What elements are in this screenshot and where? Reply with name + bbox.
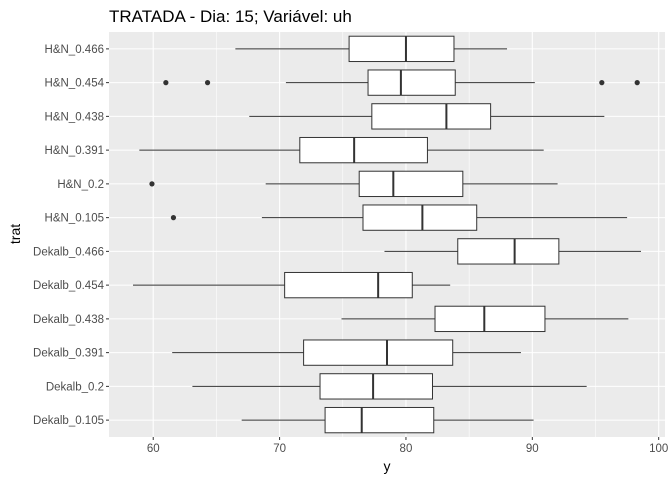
box-H&N_0.391 (139, 136, 544, 164)
box-Dekalb_0.391 (172, 339, 521, 366)
box-iqr (434, 305, 546, 333)
outlier-point (204, 80, 211, 86)
plot-panel (109, 32, 665, 437)
outlier-point (149, 181, 155, 187)
box-Dekalb_0.105 (241, 406, 534, 434)
x-tick-label: 60 (147, 443, 160, 455)
chart-title: TRATADA - Dia: 15; Variável: uh (109, 7, 352, 26)
box-iqr (362, 204, 478, 231)
box-iqr (358, 170, 464, 198)
box-iqr (319, 373, 433, 400)
boxes (133, 35, 641, 434)
box-Dekalb_0.454 (133, 271, 451, 299)
y-tick-label: Dekalb_0.454 (33, 280, 105, 292)
y-tick-label: H&N_0.466 (45, 44, 104, 56)
y-tick-label: Dekalb_0.438 (33, 314, 104, 326)
y-tick-label: H&N_0.2 (57, 179, 104, 191)
y-tick-label: Dekalb_0.466 (33, 246, 104, 258)
y-tick-label: Dekalb_0.105 (33, 415, 104, 427)
x-axis-ticks: 60 70 80 90 100 (147, 437, 668, 455)
x-tick-label: 100 (649, 443, 668, 455)
y-tick-label: H&N_0.454 (45, 78, 105, 90)
y-tick-label: Dekalb_0.391 (33, 348, 104, 360)
minor-grid (216, 32, 596, 437)
box-iqr (371, 103, 492, 130)
box-iqr (348, 35, 455, 63)
y-axis-title: trat (7, 224, 23, 244)
x-tick-label: 70 (273, 443, 286, 455)
box-H&N_0.2 (149, 170, 558, 198)
outlier-point (599, 80, 605, 86)
y-tick-label: H&N_0.438 (45, 111, 104, 123)
box-iqr (299, 136, 428, 164)
y-axis-ticks: H&N_0.466 H&N_0.454 H&N_0.438 H&N_0.391 H&N_… (33, 44, 109, 427)
box-Dekalb_0.466 (384, 238, 641, 265)
box-Dekalb_0.2 (192, 373, 587, 400)
box-H&N_0.105 (170, 204, 628, 231)
box-iqr (457, 238, 560, 265)
outlier-point (634, 80, 640, 86)
x-axis-title: y (384, 458, 391, 474)
box-iqr (284, 271, 413, 299)
y-tick-label: H&N_0.391 (45, 145, 104, 157)
outlier-point (170, 215, 177, 221)
box-H&N_0.438 (249, 103, 605, 130)
y-tick-label: H&N_0.105 (45, 213, 104, 225)
box-iqr (367, 69, 456, 96)
y-tick-label: Dekalb_0.2 (46, 381, 104, 393)
box-H&N_0.454 (163, 69, 640, 96)
box-iqr (324, 406, 435, 434)
box-iqr (303, 339, 454, 366)
x-tick-label: 90 (526, 443, 539, 455)
outlier-point (163, 80, 169, 86)
x-tick-label: 80 (400, 443, 413, 455)
box-H&N_0.466 (235, 35, 508, 63)
box-Dekalb_0.438 (341, 305, 629, 333)
